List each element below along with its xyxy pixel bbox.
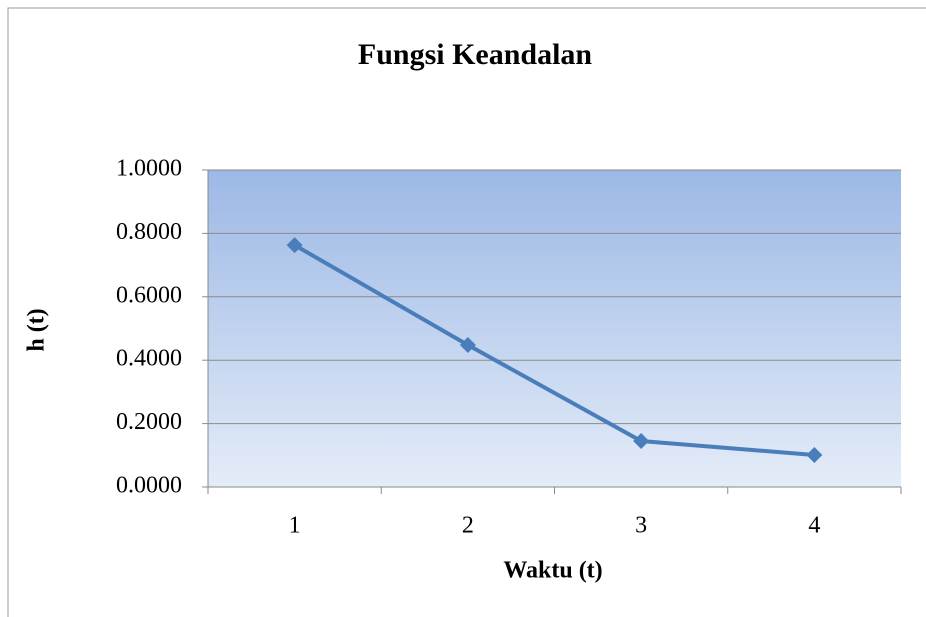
y-tick-label: 0.6000	[116, 282, 182, 308]
x-axis-label: Waktu (t)	[503, 558, 602, 584]
line	[293, 243, 815, 457]
x-tick-label: 4	[808, 513, 820, 539]
marker	[806, 446, 823, 463]
chart-border	[7, 7, 926, 617]
marker	[286, 237, 303, 254]
x-tick-label: 1	[289, 513, 301, 539]
x-tick-label: 2	[462, 513, 474, 539]
chart-title: Fungsi Keandalan	[358, 38, 593, 71]
y-tick-label: 0.4000	[116, 346, 182, 372]
x-tick-label: 3	[635, 513, 647, 539]
y-axis-label: h (t)	[24, 308, 50, 351]
marker	[459, 336, 476, 353]
plot-area	[208, 170, 901, 487]
y-tick-label: 0.8000	[116, 219, 182, 245]
y-tick-label: 1.0000	[116, 156, 182, 182]
y-tick-label: 0.0000	[116, 473, 182, 499]
marker	[633, 433, 650, 450]
y-tick-label: 0.2000	[116, 409, 182, 435]
